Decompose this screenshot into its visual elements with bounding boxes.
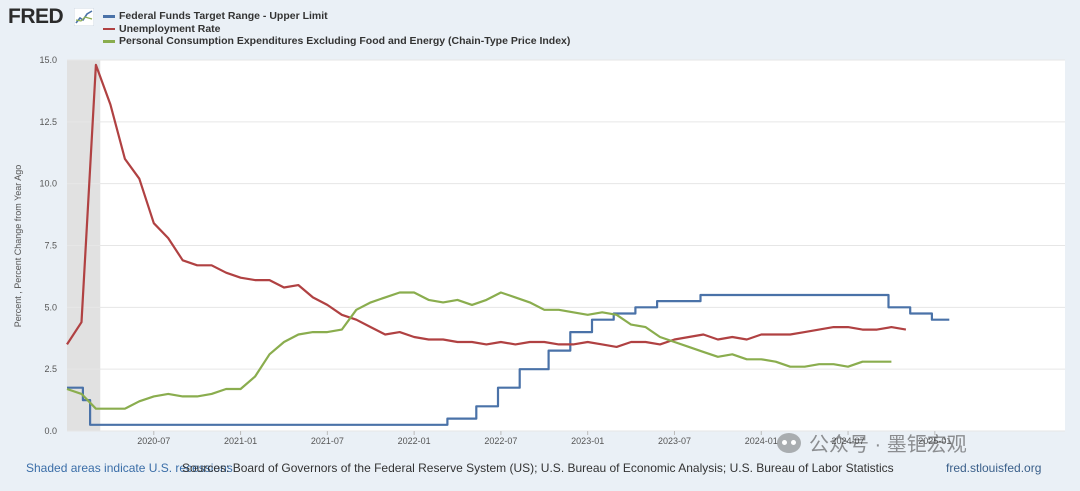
x-tick-label: 2020-07 — [137, 436, 170, 446]
x-tick-label: 2021-01 — [224, 436, 257, 446]
series-line-pce[interactable] — [66, 291, 892, 410]
legend-label: Personal Consumption Expenditures Exclud… — [119, 35, 571, 47]
x-tick-label: 2024-07 — [832, 436, 865, 446]
y-tick-label: 10.0 — [39, 179, 57, 189]
x-tick-label: 2025-01 — [918, 436, 951, 446]
fred-site-link[interactable]: fred.stlouisfed.org — [946, 461, 1042, 475]
watermark-text: 公众号 · 墨钜宏观 — [809, 434, 967, 456]
legend-label: Unemployment Rate — [119, 22, 221, 35]
fred-logo[interactable]: FRED — [8, 5, 64, 28]
legend-item-fed-funds[interactable]: Federal Funds Target Range - Upper Limit — [103, 10, 570, 23]
series-line-unemp[interactable] — [66, 63, 907, 348]
wechat-icon — [777, 432, 801, 453]
fred-logo-chart-icon — [74, 8, 94, 26]
sources-note: Sources: Board of Governors of the Feder… — [182, 461, 894, 475]
x-tick-label: 2023-01 — [571, 436, 604, 446]
x-tick-label: 2022-07 — [484, 436, 517, 446]
y-tick-label: 5.0 — [44, 302, 57, 312]
legend-swatch — [103, 15, 115, 18]
y-tick-label: 12.5 — [39, 117, 57, 127]
x-tick-label: 2024-01 — [745, 436, 778, 446]
y-tick-label: 0.0 — [44, 426, 57, 436]
y-tick-label: 7.5 — [44, 241, 57, 251]
series-line-fed[interactable] — [67, 293, 950, 426]
x-tick-label: 2021-07 — [311, 436, 344, 446]
legend-swatch — [103, 40, 115, 43]
legend-swatch — [103, 27, 115, 30]
y-axis-label: Percent , Percent Change from Year Ago — [13, 164, 23, 328]
x-tick-label: 2022-01 — [398, 436, 431, 446]
legend-label: Federal Funds Target Range - Upper Limit — [119, 10, 328, 22]
recession-note-link[interactable]: Shaded areas indicate U.S. recessions. — [26, 461, 237, 475]
y-tick-label: 15.0 — [39, 55, 57, 65]
watermark: 公众号 · 墨钜宏观 — [777, 428, 967, 457]
y-tick-label: 2.5 — [44, 364, 57, 374]
chart-legend: Federal Funds Target Range - Upper Limit… — [103, 10, 570, 48]
x-tick-label: 2023-07 — [658, 436, 691, 446]
legend-item-unemployment[interactable]: Unemployment Rate — [103, 23, 570, 36]
legend-item-core-pce[interactable]: Personal Consumption Expenditures Exclud… — [103, 35, 570, 48]
